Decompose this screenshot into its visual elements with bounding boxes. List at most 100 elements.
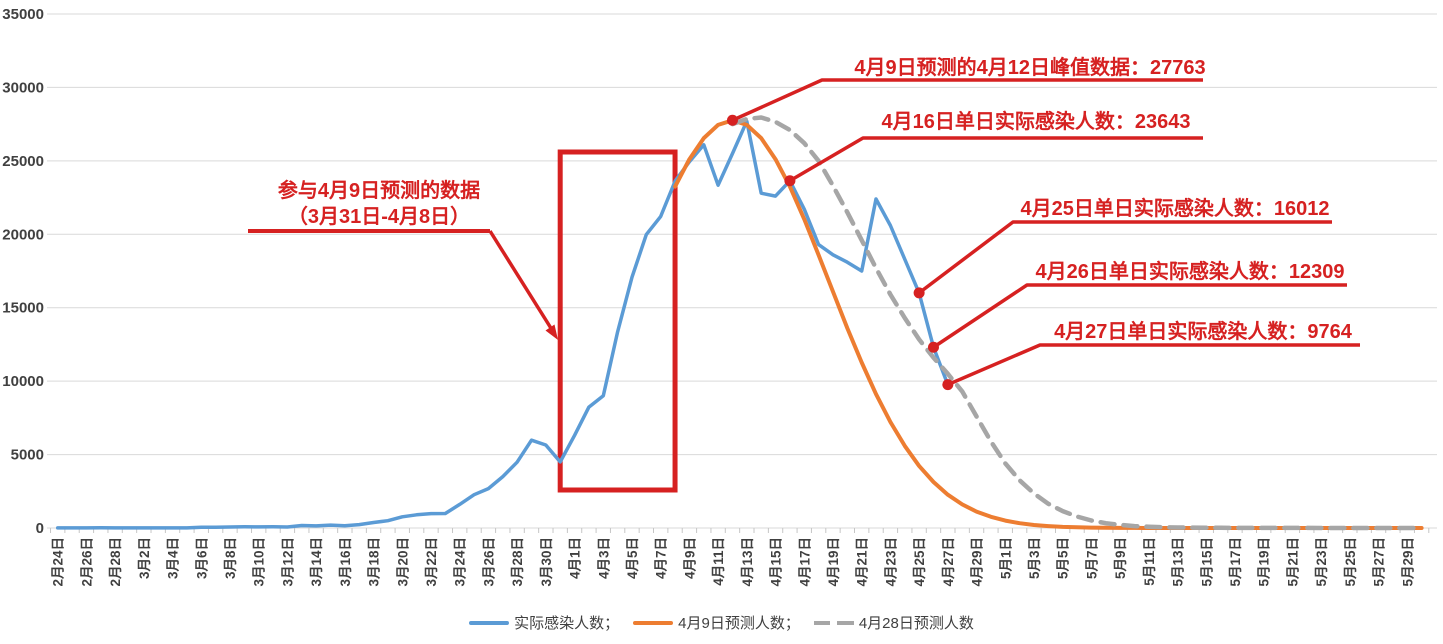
apr28-forecast-line-swatch-icon	[813, 620, 854, 625]
x-axis-tick-label: 2月24日	[51, 537, 66, 587]
callout-data-point-dot	[927, 341, 939, 353]
callout-leader-line	[932, 283, 1347, 349]
callout-data-point-dot	[784, 175, 796, 187]
x-axis-tick-label: 4月13日	[740, 537, 755, 587]
x-axis-tick-label: 4月11日	[711, 537, 726, 586]
x-axis-tick-label: 3月20日	[395, 537, 410, 587]
x-axis-tick-label: 5月27日	[1372, 537, 1387, 587]
x-axis-tick-label: 2月26日	[79, 537, 94, 587]
callout: 4月27日单日实际感染人数：9764	[942, 319, 1360, 391]
x-axis-tick-label: 3月2日	[137, 537, 152, 579]
callout-leader-line	[731, 78, 1203, 122]
prediction-input-window-box	[557, 149, 678, 493]
callout-leader-line	[947, 343, 1360, 387]
callout: 4月9日预测的4月12日峰值数据：27763	[726, 55, 1206, 126]
x-axis-tick-label: 5月19日	[1257, 537, 1272, 587]
y-axis-labels: 0 5000 10000 15000 20000 25000 30000 35000	[2, 6, 44, 537]
callout-leader-line	[918, 220, 1332, 295]
x-axis-tick-label: 3月10日	[252, 537, 267, 587]
x-axis-tick-label: 3月16日	[338, 537, 353, 587]
note-line2: （3月31日-4月8日）	[288, 205, 470, 228]
callout-annotations: 4月9日预测的4月12日峰值数据：27763 4月16日单日实际感染人数：2364…	[726, 55, 1360, 391]
x-axis-tick-label: 4月25日	[912, 537, 927, 587]
x-axis-tick-label: 5月7日	[1084, 537, 1099, 579]
callout: 4月25日单日实际感染人数：16012	[913, 196, 1332, 299]
x-axis-tick-label: 5月5日	[1056, 537, 1071, 579]
x-axis-tick-label: 3月28日	[510, 537, 525, 587]
callout-data-point-dot	[726, 114, 738, 126]
y-axis-tick-label: 0	[36, 520, 44, 537]
x-axis-tick-label: 4月17日	[797, 537, 812, 587]
x-axis-tick-label: 4月3日	[596, 537, 611, 579]
legend-item-apr9-forecast: 4月9日预测人数；	[633, 612, 800, 633]
x-axis-tick-label: 5月29日	[1400, 537, 1415, 587]
x-axis-tick-label: 5月1日	[998, 537, 1013, 579]
x-axis-tick-label: 4月29日	[970, 537, 985, 587]
series-line-actual	[55, 119, 950, 530]
x-axis-tick-label: 4月1日	[568, 537, 583, 579]
gridlines	[47, 13, 1437, 529]
series-lines	[55, 115, 1424, 531]
callout-label: 4月25日单日实际感染人数：16012	[1021, 196, 1330, 220]
legend-item-apr28-forecast: 4月28日预测人数	[813, 612, 974, 633]
x-axis-tick-label: 3月22日	[424, 537, 439, 587]
x-axis-tick-label: 4月19日	[826, 537, 841, 587]
series-line-apr28-forecast	[730, 115, 1424, 531]
y-axis-tick-label: 20000	[2, 226, 44, 243]
x-axis-tick-label: 3月6日	[194, 537, 209, 579]
x-axis-tick-label: 4月5日	[625, 537, 640, 579]
note-arrowhead-icon	[545, 324, 558, 340]
y-axis-tick-label: 10000	[2, 373, 44, 390]
x-axis-tick-label: 5月21日	[1285, 537, 1300, 587]
x-axis-tick-label: 3月18日	[367, 537, 382, 587]
x-axis-tick-label: 5月9日	[1113, 537, 1128, 579]
callout: 4月16日单日实际感染人数：23643	[784, 109, 1203, 187]
x-axis-tick-label: 3月12日	[280, 537, 295, 587]
x-axis-tick-label: 3月26日	[481, 537, 496, 587]
x-axis-tick-label: 3月24日	[453, 537, 468, 587]
y-axis-tick-label: 25000	[2, 153, 44, 170]
callout-data-point-dot	[942, 379, 954, 391]
y-axis-tick-label: 15000	[2, 300, 44, 317]
x-axis-labels: 2月24日 2月26日 2月28日 3月2日 3月4日 3月6日 3月8日 3月10日 3月12…	[51, 537, 1416, 587]
x-axis-tick-label: 3月8日	[223, 537, 238, 579]
note-line1: 参与4月9日预测的数据	[278, 178, 480, 202]
y-axis-tick-label: 30000	[2, 79, 44, 96]
legend-label-actual: 实际感染人数；	[514, 615, 620, 632]
actual-line-swatch-icon	[469, 620, 510, 625]
x-axis-tick-label: 3月14日	[309, 537, 324, 587]
x-axis-tick-label: 4月15日	[769, 537, 784, 587]
legend-label-apr28-forecast: 4月28日预测人数	[858, 615, 974, 632]
x-axis-tick-label: 4月21日	[855, 537, 870, 587]
legend-item-actual: 实际感染人数；	[469, 612, 619, 633]
callout-leader-line	[789, 136, 1203, 183]
x-axis-tick-label: 4月9日	[682, 537, 697, 579]
x-axis-tick-label: 5月23日	[1314, 537, 1329, 587]
x-axis-tick-label: 4月27日	[941, 537, 956, 587]
callout-label: 4月9日预测的4月12日峰值数据：27763	[854, 55, 1205, 79]
apr9-forecast-line-swatch-icon	[633, 620, 674, 625]
x-axis-tick-label: 5月3日	[1027, 537, 1042, 579]
x-axis-tick-label: 5月13日	[1171, 537, 1186, 587]
legend-label-apr9-forecast: 4月9日预测人数；	[678, 615, 800, 632]
x-axis-tick-label: 3月30日	[539, 537, 554, 587]
x-axis-tick-label: 2月28日	[108, 537, 123, 587]
x-axis-tick-label: 3月4日	[166, 537, 181, 579]
note-leader-line	[488, 230, 556, 334]
callout-label: 4月26日单日实际感染人数：12309	[1036, 259, 1345, 283]
x-axis-tick-label: 4月7日	[654, 537, 669, 579]
x-axis-tick-label: 5月11日	[1142, 537, 1157, 586]
callout-label: 4月16日单日实际感染人数：23643	[882, 109, 1191, 133]
callout-data-point-dot	[913, 287, 925, 299]
x-axis-tick-label: 5月25日	[1343, 537, 1358, 587]
legend: 实际感染人数； 4月9日预测人数； 4月28日预测人数	[0, 612, 1443, 633]
callout-label: 4月27日单日实际感染人数：9764	[1054, 319, 1353, 343]
y-axis-tick-label: 35000	[2, 6, 44, 23]
x-axis-tick-label: 5月17日	[1228, 537, 1243, 587]
callout: 4月26日单日实际感染人数：12309	[927, 259, 1347, 353]
x-axis-tick-label: 5月15日	[1199, 537, 1214, 587]
note-annotation: 参与4月9日预测的数据 （3月31日-4月8日）	[248, 178, 558, 340]
x-axis-tick-label: 4月23日	[883, 537, 898, 587]
